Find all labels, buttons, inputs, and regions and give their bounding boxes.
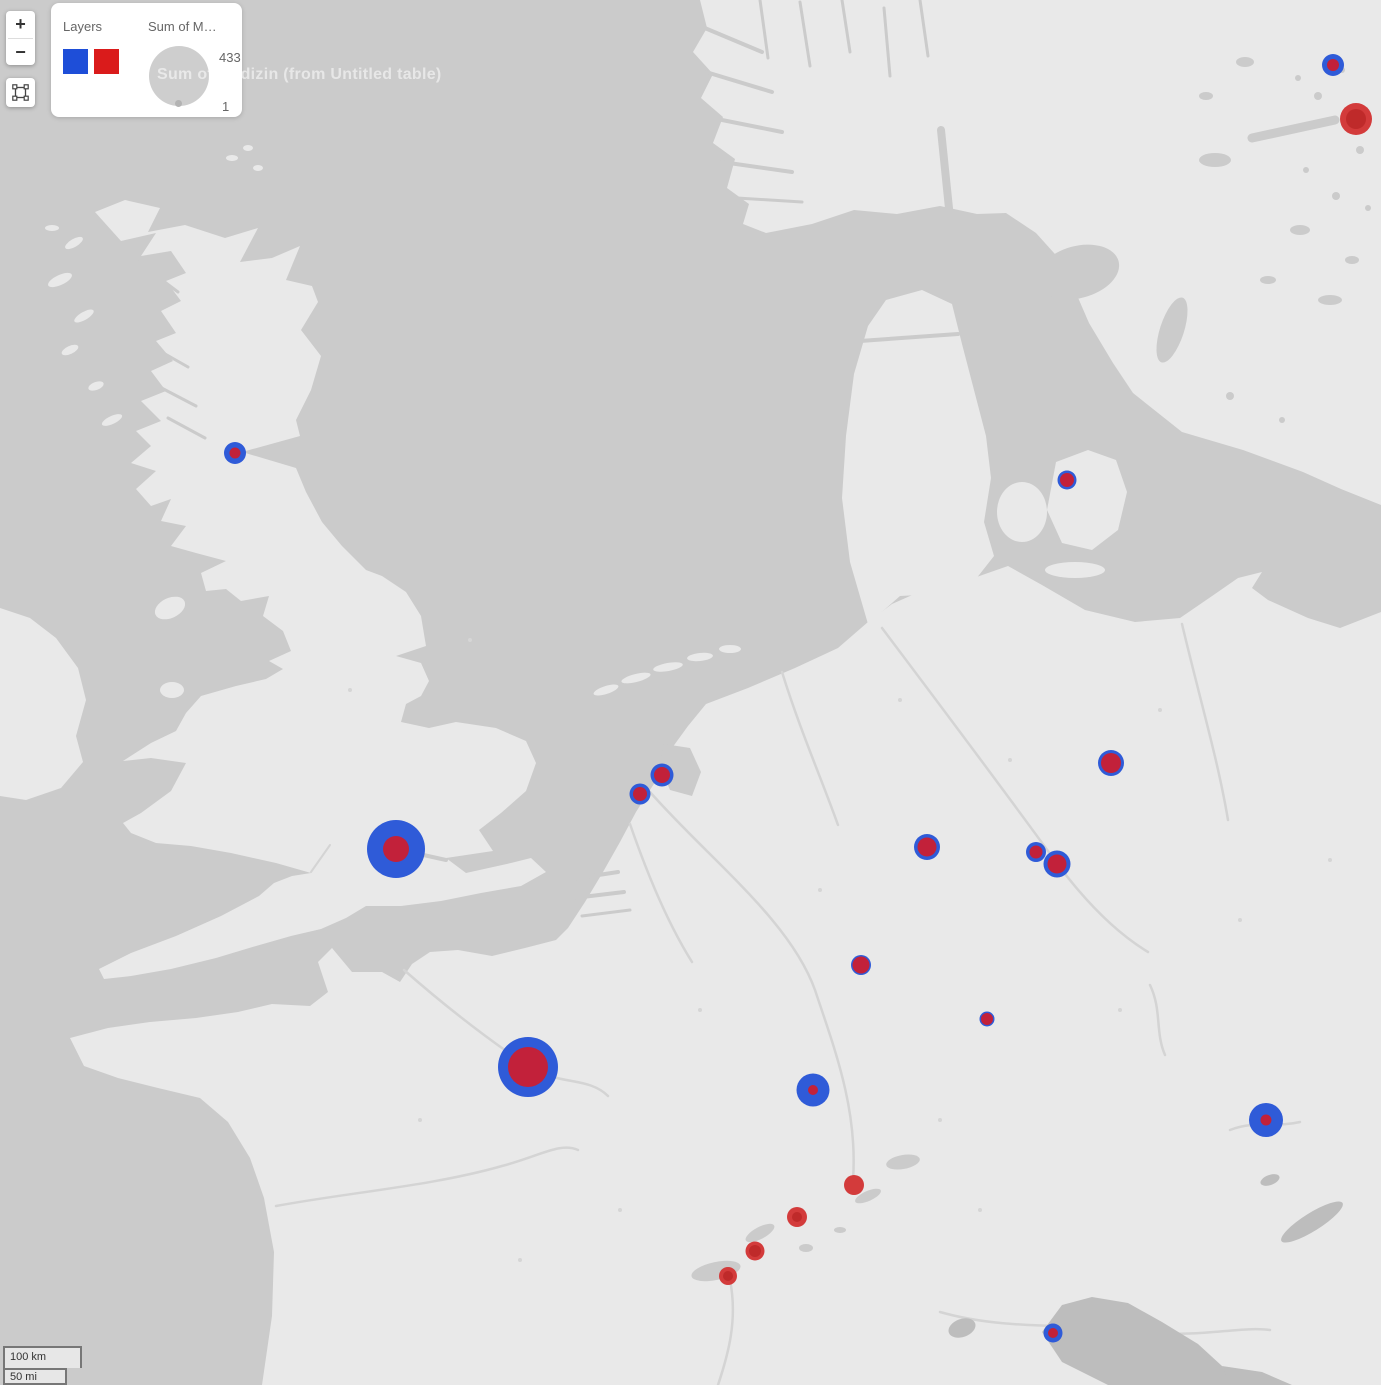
layer-swatch-blue[interactable]	[63, 49, 88, 74]
legend-size-min-value: 1	[222, 99, 230, 114]
map-bubble[interactable]	[1249, 1103, 1283, 1137]
map-bubble[interactable]	[719, 1267, 737, 1285]
map-bubble[interactable]	[796, 1073, 830, 1107]
map-bubble[interactable]	[914, 834, 940, 860]
legend-size-max-value: 433	[219, 50, 241, 65]
map-bubble[interactable]	[1026, 842, 1046, 862]
map-bubble[interactable]	[1043, 850, 1071, 878]
map-bubble[interactable]	[844, 1175, 864, 1195]
map-bubble[interactable]	[367, 820, 425, 878]
scale-control: 100 km 50 mi	[3, 1346, 82, 1385]
map-bubble[interactable]	[498, 1037, 558, 1097]
map-bubble[interactable]	[979, 1011, 995, 1027]
zoom-control: + −	[6, 11, 35, 65]
map-bubble[interactable]	[224, 442, 246, 464]
legend-size-min-dot	[175, 100, 182, 107]
fit-to-extent-icon	[12, 84, 29, 101]
zoom-in-button[interactable]: +	[6, 11, 35, 38]
map-bubble[interactable]	[1098, 750, 1124, 776]
map-bubble[interactable]	[745, 1241, 765, 1261]
scale-mi-bar: 50 mi	[3, 1368, 67, 1385]
map-bubble[interactable]	[650, 763, 674, 787]
map-bubble[interactable]	[1043, 1323, 1063, 1343]
legend-layers-label: Layers	[63, 19, 103, 34]
legend-panel: Layers Sum of M… 433 1	[51, 3, 242, 117]
fit-to-extent-button[interactable]	[6, 78, 35, 107]
land-speckles	[348, 638, 1332, 1262]
legend-size-label: Sum of M…	[148, 19, 217, 34]
map-bubble[interactable]	[787, 1207, 807, 1227]
terrain-shading	[948, 1174, 1343, 1385]
scale-km-bar: 100 km	[3, 1346, 82, 1368]
legend-size-max-circle	[149, 46, 209, 106]
rivers	[274, 622, 1302, 1385]
map-bubble[interactable]	[1322, 54, 1344, 76]
zoom-out-button[interactable]: −	[6, 39, 35, 66]
map-bubble[interactable]	[851, 955, 871, 975]
zoom-control-divider	[8, 37, 33, 39]
map-bubble[interactable]	[629, 783, 651, 805]
map-bubble[interactable]	[1340, 103, 1372, 135]
layer-swatch-red[interactable]	[94, 49, 119, 74]
map-bubble[interactable]	[1057, 470, 1077, 490]
bubble-layer	[224, 54, 1372, 1343]
